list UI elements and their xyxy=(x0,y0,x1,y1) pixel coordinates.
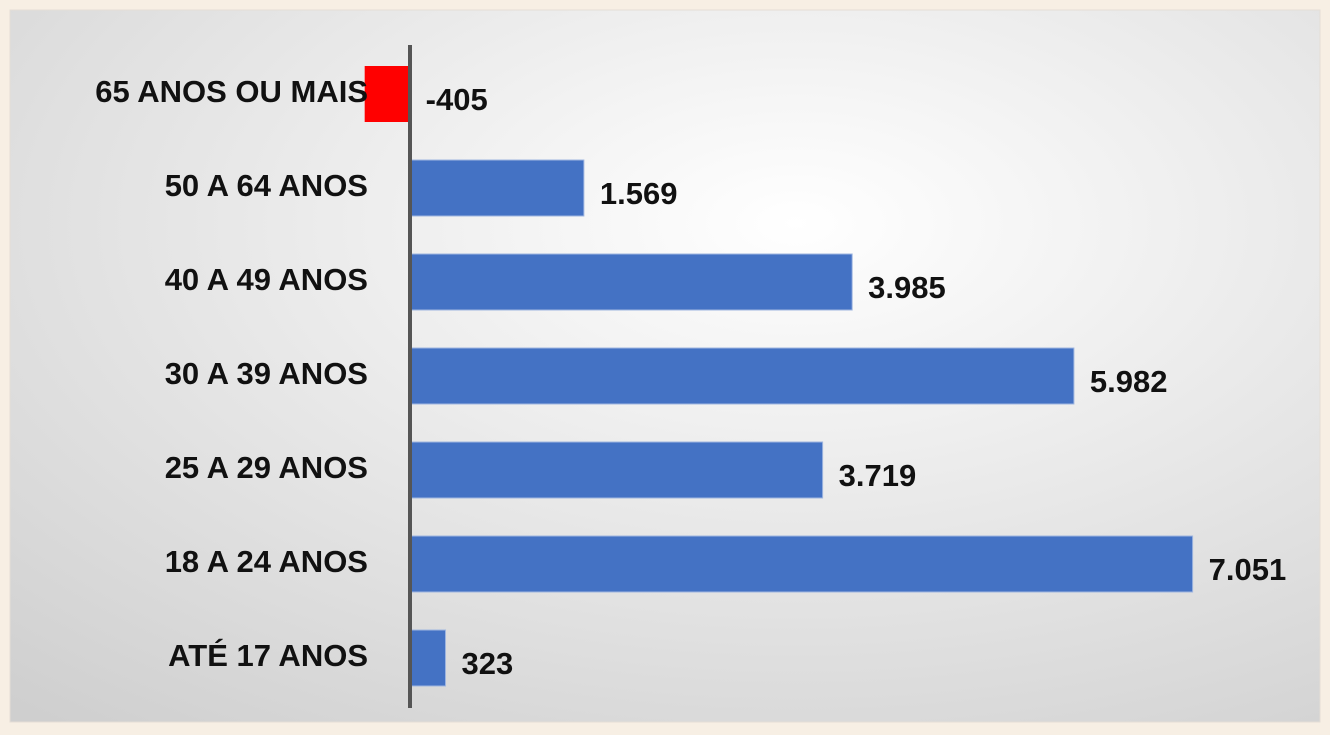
bar xyxy=(364,66,410,122)
category-label: 30 A 39 ANOS xyxy=(165,356,368,391)
value-label: 5.982 xyxy=(1090,364,1168,399)
value-label: 3.719 xyxy=(839,458,917,493)
bar xyxy=(409,347,1075,405)
category-label: 25 A 29 ANOS xyxy=(165,450,368,485)
category-label: 18 A 24 ANOS xyxy=(165,544,368,579)
value-label: 7.051 xyxy=(1209,552,1287,587)
bar xyxy=(409,629,447,687)
value-label: -405 xyxy=(426,82,488,117)
value-label: 323 xyxy=(462,646,514,681)
category-label: ATÉ 17 ANOS xyxy=(168,638,368,673)
bar xyxy=(409,253,853,311)
value-label: 3.985 xyxy=(868,270,946,305)
value-label: 1.569 xyxy=(600,176,678,211)
category-label: 40 A 49 ANOS xyxy=(165,262,368,297)
category-label: 50 A 64 ANOS xyxy=(165,168,368,203)
bar xyxy=(409,535,1194,593)
bar xyxy=(409,159,585,217)
category-label: 65 ANOS OU MAIS xyxy=(95,74,368,109)
bar xyxy=(409,441,824,499)
